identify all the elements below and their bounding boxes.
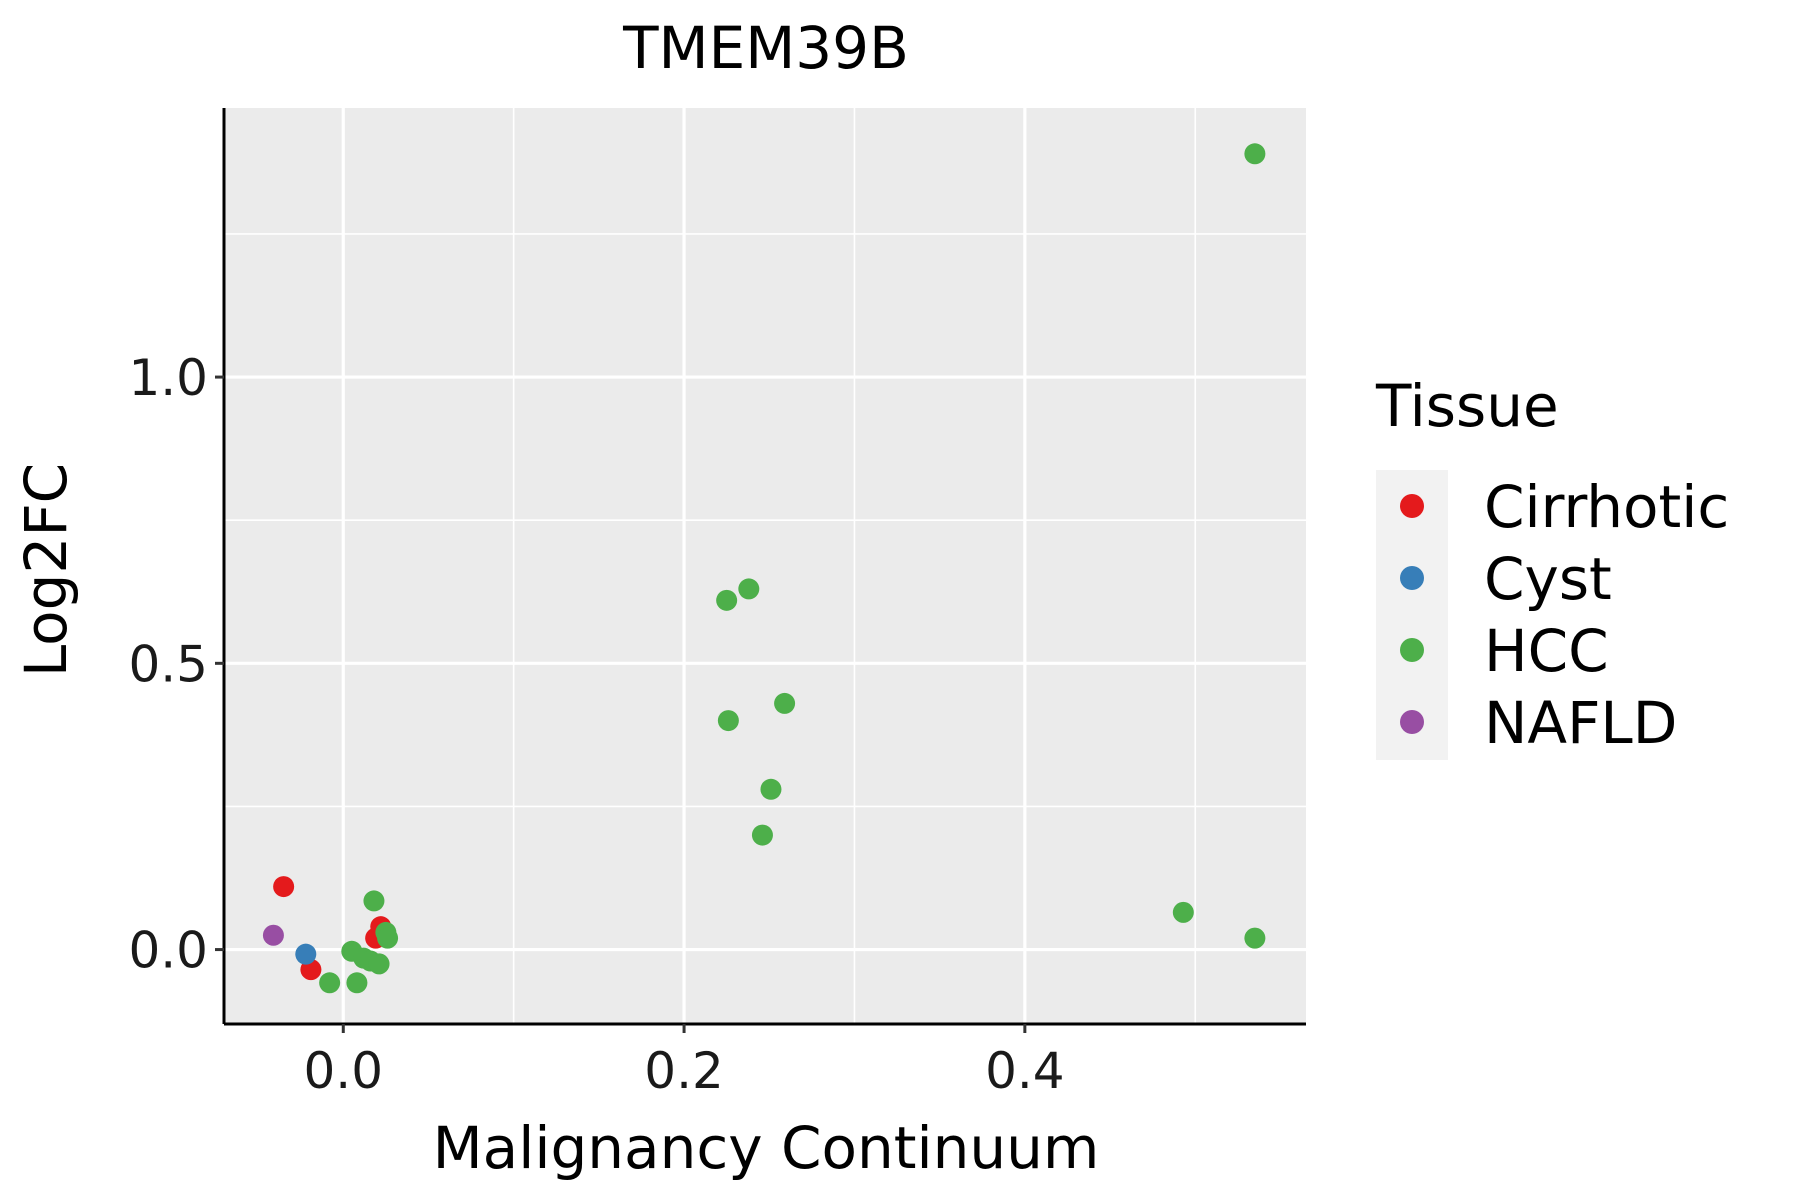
- data-points: [262, 143, 1266, 994]
- legend-key-cyst: [1400, 566, 1424, 590]
- chart-title: TMEM39B: [622, 14, 909, 82]
- point-nafld: [262, 924, 284, 946]
- legend-title: Tissue: [1375, 372, 1559, 440]
- point-hcc: [751, 824, 773, 846]
- x-tick-label: 0.2: [644, 1042, 724, 1100]
- point-cirrhotic: [273, 876, 295, 898]
- legend-key-hcc: [1400, 638, 1424, 662]
- point-hcc: [1244, 927, 1266, 949]
- panel-background: [224, 108, 1306, 1024]
- legend-key-cirrhotic: [1400, 494, 1424, 518]
- legend-label-hcc: HCC: [1484, 617, 1609, 685]
- point-hcc: [717, 710, 739, 732]
- y-tick-label: 1.0: [128, 349, 208, 407]
- y-tick-label: 0.5: [128, 635, 208, 693]
- point-hcc: [1244, 143, 1266, 165]
- point-cyst: [295, 943, 317, 965]
- point-hcc: [774, 692, 796, 714]
- x-axis-title: Malignancy Continuum: [433, 1114, 1100, 1182]
- x-tick-label: 0.4: [985, 1042, 1065, 1100]
- point-hcc: [346, 972, 368, 994]
- y-axis-title: Log2FC: [12, 463, 80, 677]
- point-hcc: [368, 953, 390, 975]
- point-hcc: [1172, 901, 1194, 923]
- axes: 0.0 0.2 0.4 0.0 0.5 1.0: [128, 108, 1306, 1100]
- point-hcc: [377, 927, 399, 949]
- plot-panel: [224, 108, 1306, 1024]
- legend-key-nafld: [1400, 710, 1424, 734]
- x-tick-label: 0.0: [304, 1042, 384, 1100]
- y-tick-label: 0.0: [128, 922, 208, 980]
- point-hcc: [319, 972, 341, 994]
- point-hcc: [760, 778, 782, 800]
- point-hcc: [716, 589, 738, 611]
- legend-label-nafld: NAFLD: [1484, 689, 1677, 757]
- point-hcc: [363, 890, 385, 912]
- legend-label-cirrhotic: Cirrhotic: [1484, 473, 1729, 541]
- legend-label-cyst: Cyst: [1484, 545, 1612, 613]
- point-hcc: [738, 578, 760, 600]
